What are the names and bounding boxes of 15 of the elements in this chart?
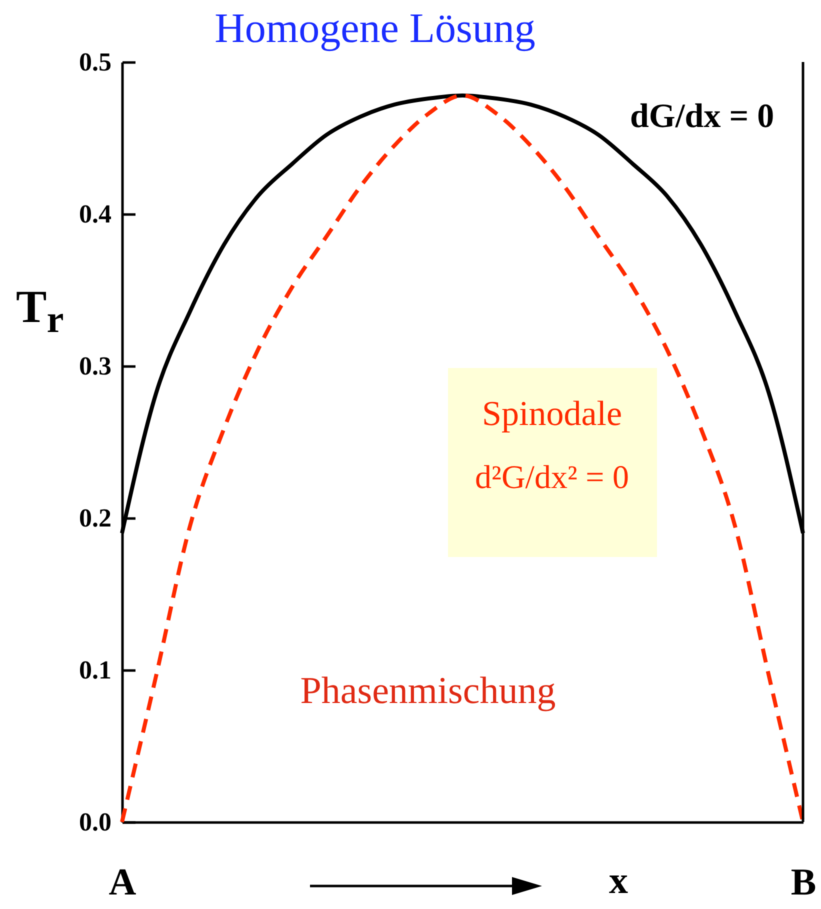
- y-tick-label: 0.5: [79, 48, 112, 76]
- y-axis-title: T$_{r}$: [16, 281, 64, 342]
- annotation: d²G/dx² = 0: [475, 460, 629, 496]
- y-tick-label: 0.4: [79, 200, 112, 228]
- y-tick-label: 0.3: [79, 352, 112, 380]
- annotation: Spinodale: [482, 394, 622, 433]
- chart-title: Homogene Lösung: [214, 6, 536, 52]
- y-tick-label: 0.0: [79, 808, 112, 836]
- x-tick-label: A: [108, 862, 137, 904]
- annotation: Phasenmischung: [300, 670, 556, 712]
- x-tick-label: B: [790, 862, 816, 904]
- y-tick-label: 0.2: [79, 504, 112, 532]
- x-axis-title: x: [609, 860, 628, 902]
- y-tick-label: 0.1: [79, 656, 112, 684]
- annotation: dG/dx = 0: [630, 98, 774, 135]
